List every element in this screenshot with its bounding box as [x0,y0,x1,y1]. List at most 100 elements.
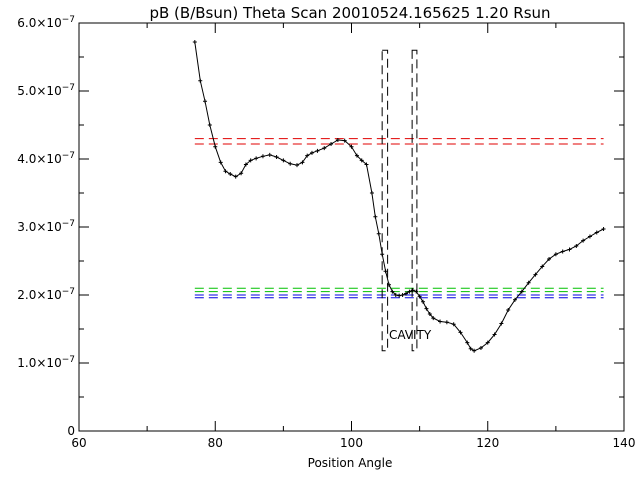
data-point [547,256,552,261]
data-point [560,249,565,254]
data-point [533,272,538,277]
y-tick-label: 0 [67,424,75,438]
data-point [315,148,320,153]
data-point [223,169,228,174]
data-point [203,99,208,104]
x-tick-label: 120 [476,436,499,450]
data-point [404,291,408,296]
data-point [574,244,579,249]
data-point [417,294,422,299]
x-tick-label: 100 [340,436,363,450]
series-layer [192,40,606,353]
data-point [267,152,272,157]
data-point [540,264,545,269]
data-point [281,158,286,163]
data-point [198,78,203,83]
data-point [213,144,218,149]
data-point [414,289,419,294]
data-point [329,142,334,147]
data-point [335,137,340,142]
data-point [349,144,354,149]
data-point [300,160,305,165]
series-line [194,41,604,352]
data-point [468,346,473,351]
data-point [526,280,531,285]
data-point [228,171,233,176]
y-tick-labels: 0 1.0×10−7 2.0×10−7 3.0×10−7 4.0×10−7 5.0×10−… [17,15,75,438]
y-tick-label: 1.0×10−7 [17,355,75,370]
data-point [243,162,248,167]
y-tick-label: 2.0×10−7 [17,287,75,302]
data-point [288,161,293,166]
data-point [499,321,504,326]
data-point [354,153,359,158]
data-point [553,252,558,257]
data-point [587,234,592,239]
data-point [248,158,253,163]
data-point [397,293,402,298]
data-point [431,316,436,321]
data-point [254,156,259,161]
data-point [274,154,279,159]
y-tick-label: 3.0×10−7 [17,219,75,234]
data-point [386,282,391,287]
data-point [567,247,572,252]
data-point [260,154,265,159]
data-point [359,158,364,163]
y-tick-label: 4.0×10−7 [17,151,75,166]
data-point [478,346,483,351]
cavity-boundary-box [381,49,389,352]
data-point [421,299,426,304]
cavity-boxes [381,49,418,352]
data-point [400,293,405,297]
data-point [218,160,223,165]
data-point [342,138,347,143]
data-point [513,297,517,302]
data-point [305,153,310,158]
data-point [233,174,238,179]
data-point [376,231,381,236]
data-point [472,348,477,353]
data-point [192,40,197,45]
plot-frame [78,22,625,432]
data-point [295,163,299,168]
data-point [309,150,314,155]
y-tick-label: 6.0×10−7 [17,15,75,30]
data-point [239,171,244,176]
x-tick-label: 80 [208,436,223,450]
data-point [207,123,212,127]
data-point [581,238,586,243]
data-point [485,340,490,345]
x-tick-labels: 60 80 100 120 140 [71,436,635,450]
data-point [444,320,449,325]
data-point [369,191,374,195]
data-point [383,269,388,274]
data-point [390,289,395,294]
cavity-boundary-box [411,49,418,352]
x-tick-label: 140 [613,436,636,450]
data-point [322,146,327,151]
data-point [594,230,599,235]
axis-ticks [78,22,625,432]
data-point [407,289,412,294]
data-point [393,293,398,297]
data-point [380,252,385,257]
data-point [492,332,497,337]
data-point [465,340,470,345]
data-point [373,214,378,219]
data-point [451,322,456,327]
x-tick-label: 60 [71,436,86,450]
data-point [506,307,511,312]
data-point [364,162,369,167]
x-axis-label: Position Angle [308,456,393,470]
cavity-annotation: CAVITY [389,328,432,342]
chart-title: pB (B/Bsun) Theta Scan 20010524.165625 1… [149,4,550,22]
data-point [601,227,606,232]
data-point [424,306,429,311]
data-point [519,289,524,294]
y-tick-label: 5.0×10−7 [17,83,75,98]
data-point [438,319,443,324]
data-point [427,312,432,317]
data-point [410,288,415,293]
